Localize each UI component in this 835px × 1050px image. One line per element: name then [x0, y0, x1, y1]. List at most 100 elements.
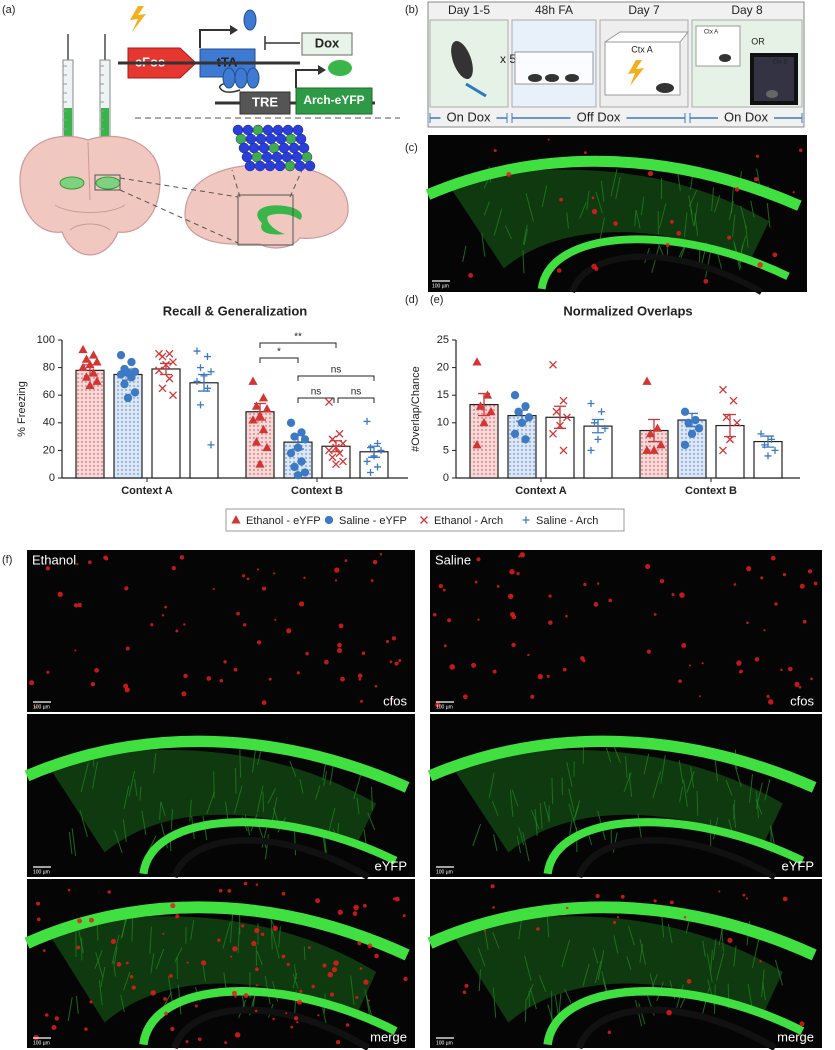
point [757, 430, 765, 438]
cfos-cell [179, 555, 185, 560]
cfos-cell [164, 1011, 168, 1016]
cell [265, 133, 277, 145]
fibre [262, 791, 265, 812]
cfos-cell [36, 917, 41, 922]
cfos-cell [124, 586, 129, 591]
cfos-cell [476, 557, 481, 562]
cfos-cell [686, 978, 692, 984]
fibre [134, 778, 138, 797]
micrograph [430, 550, 822, 712]
or-label: OR [751, 36, 765, 46]
cfos-cell [746, 621, 749, 625]
cfos-cell [659, 579, 665, 584]
fibre [764, 779, 771, 801]
legend-label: Ethanol - eYFP [246, 515, 321, 527]
cell [285, 133, 297, 145]
fibre [652, 771, 662, 798]
cfos-cell [34, 705, 37, 709]
fibre [623, 772, 632, 793]
mouse [451, 40, 473, 80]
fibre [92, 761, 98, 789]
point [556, 421, 564, 430]
chart: #Overlap/Chance 0 5 10 15 20 25 Context A Contex… [410, 334, 800, 497]
point [297, 428, 306, 437]
fibre [174, 947, 183, 963]
y-tick-label: 25 [437, 334, 449, 346]
micrograph [427, 714, 822, 880]
cfos-cell [317, 1014, 320, 1017]
phase-bg [570, 110, 627, 126]
cfos-cell [471, 662, 477, 668]
cfos-cell [548, 620, 553, 625]
fibre [488, 772, 495, 798]
point [127, 357, 136, 367]
cfos-cell [255, 883, 259, 887]
point [169, 358, 177, 367]
cfos-cell [73, 603, 79, 608]
significance-bracket [297, 397, 335, 403]
cfos-cell [290, 1025, 294, 1029]
point [300, 435, 310, 444]
point [684, 418, 693, 427]
cfos-cell [506, 172, 512, 177]
cfos-cell [87, 560, 92, 565]
fibre [762, 982, 766, 1001]
y-tick-label: 20 [437, 362, 449, 374]
cfos-cell [246, 577, 250, 581]
cfos-cell [54, 1016, 60, 1021]
cfos-cell [234, 995, 237, 998]
cfos-cell [336, 648, 343, 654]
panel-label: (d) [405, 294, 418, 306]
point [563, 413, 571, 422]
chamber-a [695, 25, 741, 67]
barrel-fluid [64, 108, 72, 141]
cfos-cell [124, 687, 130, 693]
cfos-cell [753, 177, 759, 182]
point [339, 439, 347, 448]
cell [272, 124, 284, 136]
fibre [538, 975, 547, 992]
y-axis-label: % Freezing [16, 381, 28, 437]
ca-layer [24, 901, 410, 961]
fibre [693, 202, 699, 227]
fibre [643, 753, 650, 775]
fibre [606, 747, 612, 763]
fibre [706, 953, 713, 983]
cfos-cell [755, 154, 760, 158]
point [649, 445, 659, 454]
cfos-cell [718, 890, 721, 893]
fibre [522, 832, 530, 862]
point [729, 396, 738, 405]
cfos-cell [792, 191, 795, 194]
cfos-cell [45, 1013, 49, 1017]
fibre [531, 809, 540, 830]
cfos-cell [67, 888, 71, 892]
cfos-cell [243, 623, 247, 627]
cell [268, 142, 280, 154]
point [761, 441, 768, 449]
micrograph [427, 879, 822, 1050]
fibre [539, 802, 543, 829]
significance-label: ** [294, 332, 302, 343]
fibre [95, 952, 104, 978]
cfos-cell [511, 614, 517, 620]
cell [284, 160, 296, 172]
cfos-cell [594, 266, 599, 271]
fibre [774, 959, 783, 986]
point [328, 453, 337, 462]
fibre [529, 987, 537, 1010]
cell [282, 124, 294, 136]
fibre [123, 971, 131, 991]
bar [583, 425, 613, 479]
chart-title: Recall & Generalization [163, 303, 308, 318]
point [510, 429, 520, 438]
cfos-cell [398, 658, 402, 662]
day-label: Day 8 [731, 3, 763, 17]
fibre [554, 994, 559, 1017]
point [472, 357, 482, 366]
fibre [79, 809, 88, 837]
fibre [252, 747, 257, 773]
y-axis-label: #Overlap/Chance [410, 366, 422, 452]
cfos-cell [261, 700, 267, 706]
cfos-cell [772, 252, 778, 258]
